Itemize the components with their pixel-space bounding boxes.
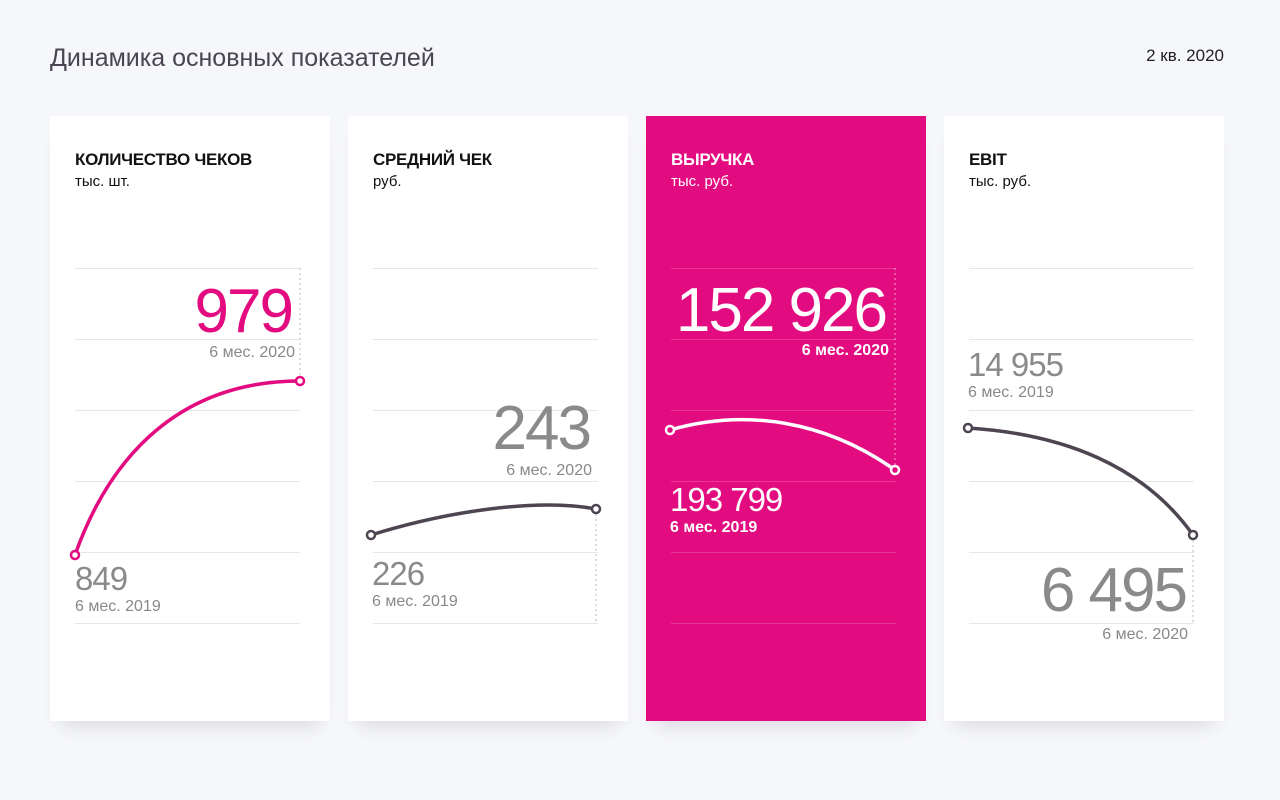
current-period-label: 6 мес. 2020 — [1102, 626, 1188, 643]
line-chart — [69, 268, 306, 561]
gridline — [969, 339, 1194, 340]
current-period-label: 6 мес. 2020 — [506, 462, 592, 479]
gridline — [969, 481, 1194, 482]
series-line — [73, 379, 301, 556]
gridline — [671, 410, 896, 411]
gridline — [671, 339, 896, 340]
previous-value: 193 799 — [670, 481, 783, 518]
gridline — [373, 552, 598, 553]
kpi-card: КОЛИЧЕСТВО ЧЕКОВ тыс. шт. 979 6 мес. 2020 84… — [50, 116, 330, 721]
card-title: EBIT — [969, 150, 1007, 169]
gridline — [373, 481, 598, 482]
current-period-label: 6 мес. 2020 — [801, 342, 889, 359]
previous-period-label: 6 мес. 2019 — [75, 598, 161, 615]
series-line — [370, 503, 597, 537]
data-point-2019 — [962, 422, 974, 434]
current-value: 6 495 — [1040, 556, 1188, 625]
line-chart — [664, 268, 901, 476]
gridline — [373, 268, 598, 269]
page-title: Динамика основных показателей — [50, 44, 435, 72]
gridline — [75, 623, 300, 624]
current-value: 979 — [194, 277, 294, 346]
gridline — [969, 268, 1194, 269]
gridline — [671, 623, 896, 624]
kpi-card: СРЕДНИЙ ЧЕК руб. 243 6 мес. 2020 226 6 мес. 2… — [348, 116, 628, 721]
data-point-2020 — [1187, 529, 1199, 541]
gridline — [75, 268, 300, 269]
current-value: 243 — [492, 394, 592, 463]
gridline — [969, 623, 1194, 624]
previous-value: 226 — [372, 555, 425, 592]
gridline — [969, 552, 1194, 553]
gridline — [969, 410, 1194, 411]
card-title: ВЫРУЧКА — [671, 150, 755, 169]
gridline — [671, 552, 896, 553]
previous-value: 849 — [75, 560, 128, 597]
previous-period-label: 6 мес. 2019 — [968, 384, 1054, 401]
card-unit: тыс. шт. — [75, 173, 130, 190]
card-unit: тыс. руб. — [969, 173, 1032, 190]
series-line — [669, 417, 897, 472]
period-label: 2 кв. 2020 — [1146, 46, 1224, 65]
card-title: СРЕДНИЙ ЧЕК — [373, 150, 492, 169]
gridline — [373, 623, 598, 624]
data-point-2020 — [889, 464, 901, 476]
data-point-2019 — [664, 424, 676, 436]
gridline — [671, 481, 896, 482]
previous-period-label: 6 мес. 2019 — [372, 593, 458, 610]
gridline — [75, 481, 300, 482]
line-chart — [962, 422, 1199, 623]
gridline — [671, 268, 896, 269]
card-unit: руб. — [373, 173, 402, 190]
gridline — [75, 552, 300, 553]
card-title: КОЛИЧЕСТВО ЧЕКОВ — [75, 150, 253, 169]
current-period-label: 6 мес. 2020 — [209, 344, 295, 361]
line-chart — [365, 503, 602, 623]
gridline — [373, 339, 598, 340]
kpi-card: ВЫРУЧКА тыс. руб. 152 926 6 мес. 2020 193 79… — [646, 116, 926, 721]
previous-period-label: 6 мес. 2019 — [670, 519, 758, 536]
data-point-2020 — [294, 375, 306, 387]
current-value: 152 926 — [675, 276, 888, 345]
data-point-2019 — [365, 529, 377, 541]
series-line — [967, 426, 1195, 537]
previous-value: 14 955 — [968, 346, 1064, 383]
card-unit: тыс. руб. — [671, 173, 734, 190]
data-point-2020 — [590, 503, 602, 515]
data-point-2019 — [69, 549, 81, 561]
gridline — [373, 410, 598, 411]
gridline — [75, 339, 300, 340]
kpi-card: EBIT тыс. руб. 6 495 6 мес. 2020 14 955 6 мес… — [944, 116, 1224, 721]
